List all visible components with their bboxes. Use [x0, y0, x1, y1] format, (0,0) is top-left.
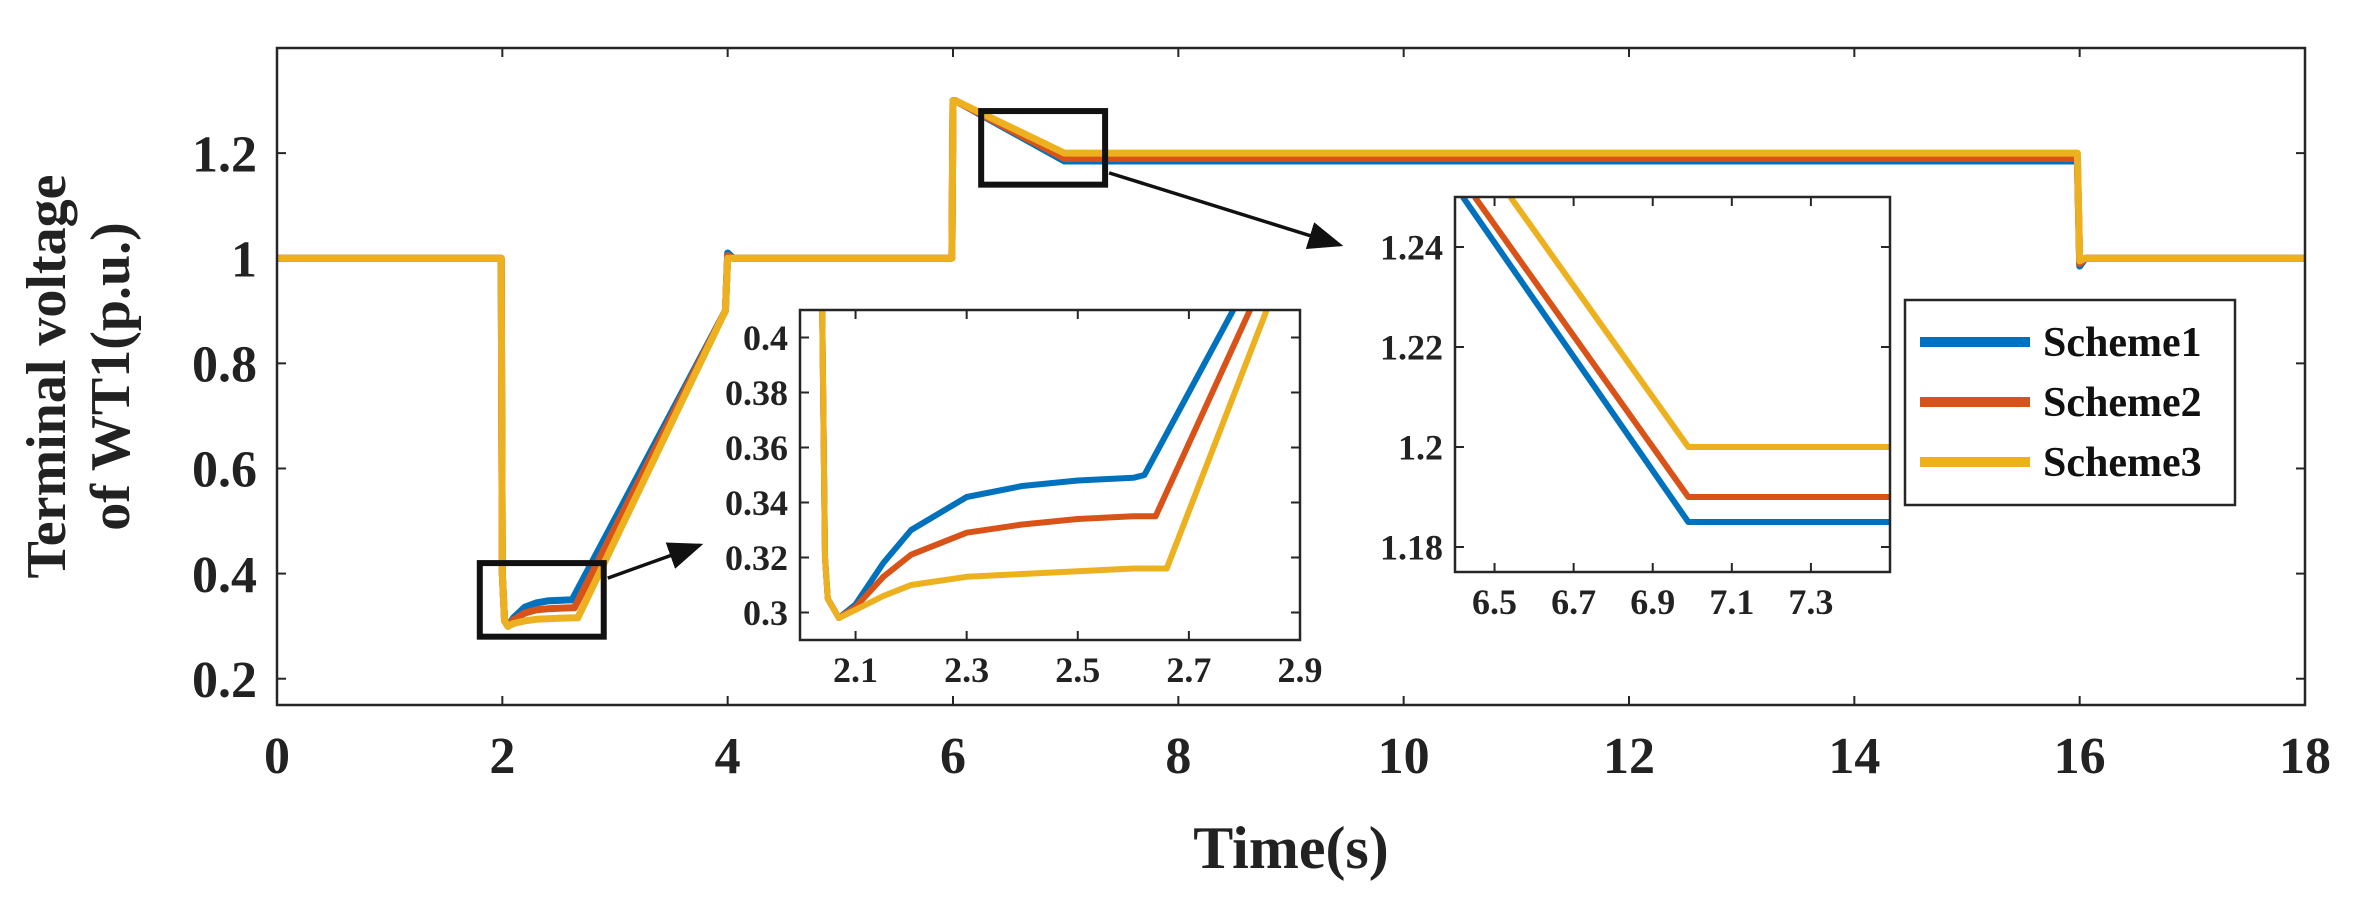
- legend-label-scheme1: Scheme1: [2043, 320, 2202, 366]
- inset1-ytick-label: 0.3: [743, 593, 788, 633]
- y-axis-title-line: of WT1(p.u.): [80, 222, 142, 531]
- inset1-xtick-label: 2.3: [944, 650, 989, 690]
- legend-label-scheme3: Scheme3: [2043, 440, 2202, 486]
- inset-plot-1: 2.1 2.3 2.5 2.7 2.9 0.3 0.32 0.34 0.36 0.38 0.4: [725, 308, 1323, 690]
- main-ytick-label: 0.6: [192, 442, 257, 499]
- inset2-background: [1455, 197, 1890, 572]
- inset1-series-scheme3: [819, 310, 1270, 621]
- inset1-background: [800, 310, 1300, 640]
- inset1-xtick-label: 2.1: [833, 650, 878, 690]
- y-axis-title: Terminal voltageof WT1(p.u.): [16, 175, 142, 579]
- zoom-annotations: [476, 108, 1344, 640]
- inset2-series-scheme1: [1460, 197, 1890, 525]
- inset2-ytick-label: 1.22: [1380, 328, 1443, 368]
- legend-label-scheme2: Scheme2: [2043, 380, 2202, 426]
- inset2-series-scheme2: [1472, 197, 1890, 500]
- main-xtick-label: 12: [1603, 728, 1655, 785]
- main-xtick-label: 6: [940, 728, 966, 785]
- main-xtick-label: 8: [1165, 728, 1191, 785]
- inset2-ytick-label: 1.18: [1380, 528, 1443, 568]
- inset2-xtick-label: 7.3: [1788, 582, 1833, 622]
- inset2-frame: [1453, 195, 1892, 574]
- main-xtick-label: 14: [1828, 728, 1880, 785]
- x-axis-title: Time(s): [1193, 815, 1389, 881]
- main-xtick-label: 16: [2054, 728, 2106, 785]
- main-xtick-label: 18: [2279, 728, 2331, 785]
- inset2-ytick-label: 1.24: [1380, 228, 1443, 268]
- main-xtick-label: 4: [715, 728, 741, 785]
- main-ytick-label: 0.8: [192, 337, 257, 394]
- inset2-series-scheme3: [1507, 197, 1890, 450]
- main-ytick-label: 1: [231, 231, 257, 288]
- inset2-xtick-label: 6.9: [1630, 582, 1675, 622]
- inset1-ytick-label: 0.38: [725, 373, 788, 413]
- inset-plot-2: 6.5 6.7 6.9 7.1 7.3 1.18 1.2 1.22 1.24: [1380, 195, 1892, 622]
- zoom-box-1: [476, 560, 607, 640]
- inset1-xtick-label: 2.9: [1278, 650, 1323, 690]
- inset1-ytick-label: 0.4: [743, 318, 788, 358]
- main-xtick-label: 0: [264, 728, 290, 785]
- main-frame: [275, 46, 2307, 707]
- main-xtick-label: 2: [489, 728, 515, 785]
- inset2-xtick-label: 6.5: [1472, 582, 1517, 622]
- main-ytick-label: 0.2: [192, 652, 257, 709]
- legend: Scheme1 Scheme2 Scheme3: [1903, 298, 2237, 507]
- inset1-xtick-label: 2.5: [1055, 650, 1100, 690]
- inset2-ytick-label: 1.2: [1398, 428, 1443, 468]
- main-ytick-label: 1.2: [192, 126, 257, 183]
- inset1-ytick-label: 0.32: [725, 538, 788, 578]
- zoom-box-2: [978, 108, 1109, 188]
- inset1-xtick-label: 2.7: [1166, 650, 1211, 690]
- main-ytick-label: 0.4: [192, 547, 257, 604]
- main-series-scheme3: [277, 97, 2305, 630]
- inset2-xtick-label: 7.1: [1709, 582, 1754, 622]
- inset1-ytick-label: 0.36: [725, 428, 788, 468]
- inset1-ytick-label: 0.34: [725, 483, 788, 523]
- zoom-arrow-2: [1108, 171, 1344, 249]
- inset1-frame: [798, 308, 1302, 642]
- main-xtick-label: 10: [1378, 728, 1430, 785]
- zoom-arrow-1: [607, 542, 704, 580]
- inset2-xtick-label: 6.7: [1551, 582, 1596, 622]
- y-axis-title-line: Terminal voltage: [16, 175, 78, 579]
